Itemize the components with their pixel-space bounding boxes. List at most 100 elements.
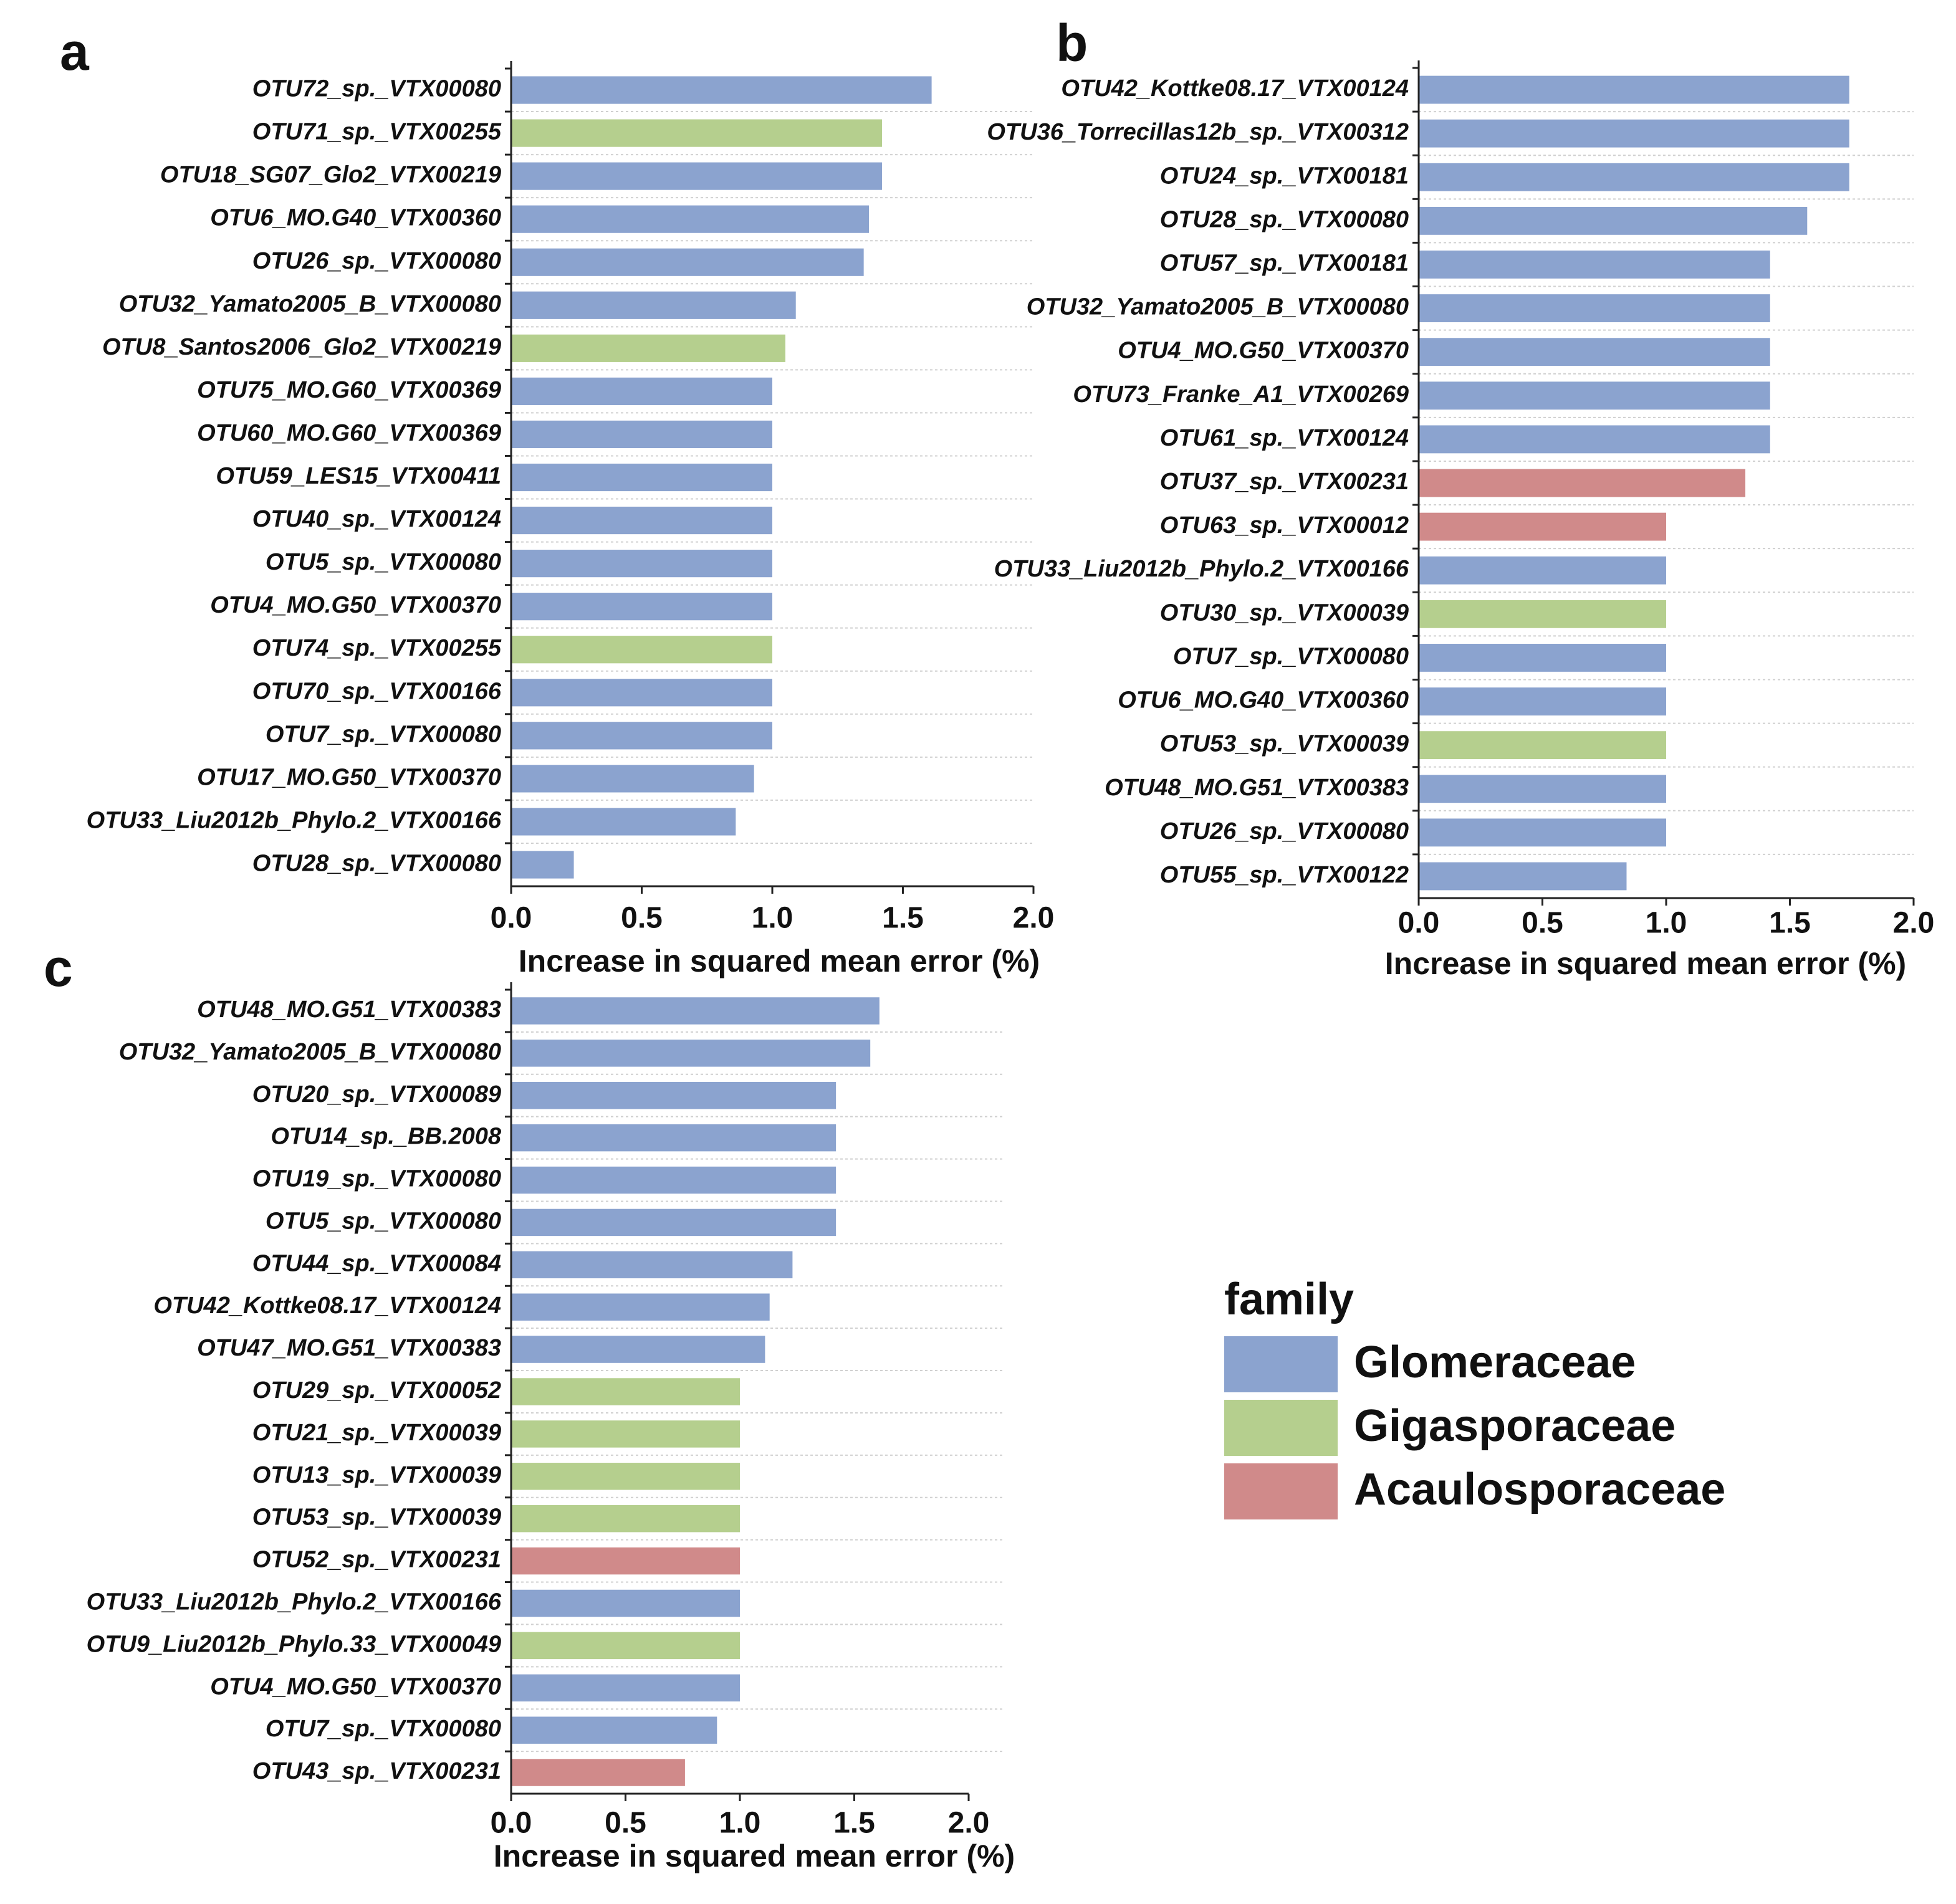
- bar: [511, 1716, 717, 1744]
- y-tick-label: OTU32_Yamato2005_B_VTX00080: [119, 291, 501, 317]
- y-tick-label: OTU53_sp._VTX00039: [1160, 731, 1409, 757]
- x-tick-label: 1.5: [833, 1807, 875, 1840]
- x-tick-label: 1.5: [882, 902, 924, 935]
- bar: [511, 679, 772, 707]
- bar: [1419, 731, 1666, 760]
- x-tick-label: 0.5: [605, 1807, 646, 1840]
- y-tick-label: OTU4_MO.G50_VTX00370: [210, 592, 501, 618]
- y-tick-label: OTU14_sp._BB.2008: [271, 1124, 501, 1150]
- x-axis-label: Increase in squared mean error (%): [1385, 946, 1906, 981]
- y-tick-label: OTU18_SG07_Glo2_VTX00219: [160, 162, 501, 188]
- bar: [1419, 338, 1770, 366]
- bar: [511, 765, 754, 793]
- bar: [1419, 556, 1666, 585]
- y-tick-label: OTU8_Santos2006_Glo2_VTX00219: [102, 334, 501, 360]
- y-tick-label: OTU53_sp._VTX00039: [252, 1505, 501, 1531]
- bar: [1419, 251, 1770, 279]
- bar: [511, 1124, 837, 1152]
- y-tick-label: OTU32_Yamato2005_B_VTX00080: [119, 1039, 501, 1065]
- bar: [1419, 775, 1666, 803]
- y-tick-label: OTU24_sp._VTX00181: [1160, 163, 1409, 189]
- bar: [511, 1293, 770, 1321]
- y-tick-label: OTU33_Liu2012b_Phylo.2_VTX00166: [994, 556, 1409, 582]
- bar: [511, 1082, 837, 1109]
- bar: [511, 550, 772, 578]
- y-tick-label: OTU29_sp._VTX00052: [252, 1377, 501, 1404]
- bar: [511, 76, 932, 104]
- y-tick-label: OTU74_sp._VTX00255: [252, 635, 502, 661]
- bar: [511, 506, 772, 535]
- y-tick-label: OTU60_MO.G60_VTX00369: [197, 420, 501, 446]
- bar: [511, 1208, 837, 1237]
- y-tick-label: OTU7_sp._VTX00080: [266, 721, 501, 747]
- y-tick-label: OTU72_sp._VTX00080: [252, 76, 501, 102]
- x-tick-label: 2.0: [1893, 907, 1935, 940]
- bar: [511, 1632, 740, 1660]
- panel-label: b: [1056, 14, 1088, 72]
- y-tick-label: OTU71_sp._VTX00255: [252, 119, 502, 145]
- legend-swatch: [1224, 1400, 1338, 1456]
- y-tick-label: OTU44_sp._VTX00084: [252, 1250, 501, 1276]
- x-tick-label: 1.0: [752, 902, 793, 935]
- x-tick-label: 0.0: [491, 902, 532, 935]
- y-tick-label: OTU36_Torrecillas12b_sp._VTX00312: [987, 119, 1409, 145]
- bar: [511, 1040, 871, 1067]
- bar: [1419, 75, 1849, 104]
- y-tick-label: OTU17_MO.G50_VTX00370: [197, 764, 501, 790]
- y-tick-label: OTU40_sp._VTX00124: [252, 506, 501, 532]
- x-axis-label: Increase in squared mean error (%): [519, 944, 1040, 978]
- bar: [511, 463, 772, 492]
- bar: [511, 1166, 837, 1194]
- bar: [511, 1759, 685, 1786]
- bar: [511, 248, 864, 276]
- y-tick-label: OTU42_Kottke08.17_VTX00124: [153, 1293, 501, 1319]
- panel-label: a: [60, 22, 90, 81]
- y-tick-label: OTU6_MO.G40_VTX00360: [210, 205, 501, 231]
- bar: [511, 997, 880, 1025]
- bar: [511, 162, 882, 190]
- bar: [511, 808, 736, 836]
- y-tick-label: OTU47_MO.G51_VTX00383: [197, 1335, 501, 1361]
- bar: [1419, 469, 1746, 497]
- y-tick-label: OTU70_sp._VTX00166: [252, 678, 502, 704]
- y-tick-label: OTU28_sp._VTX00080: [1160, 206, 1409, 232]
- y-tick-label: OTU6_MO.G40_VTX00360: [1118, 687, 1409, 714]
- bar: [1419, 119, 1849, 148]
- bar: [1419, 687, 1666, 715]
- bar: [1419, 163, 1849, 191]
- bar: [511, 851, 574, 879]
- bar: [511, 1547, 740, 1575]
- bar: [511, 1674, 740, 1701]
- y-tick-label: OTU75_MO.G60_VTX00369: [197, 377, 501, 403]
- legend-swatch: [1224, 1463, 1338, 1519]
- y-tick-label: OTU52_sp._VTX00231: [252, 1547, 501, 1573]
- bar: [1419, 381, 1770, 410]
- bar: [1419, 643, 1666, 672]
- legend-label: Gigasporaceae: [1354, 1401, 1676, 1451]
- x-tick-label: 2.0: [1013, 902, 1055, 935]
- y-tick-label: OTU26_sp._VTX00080: [1160, 818, 1409, 844]
- y-tick-label: OTU59_LES15_VTX00411: [216, 463, 501, 489]
- y-tick-label: OTU43_sp._VTX00231: [252, 1758, 501, 1784]
- bar: [511, 1589, 740, 1617]
- x-tick-label: 0.0: [1398, 907, 1440, 940]
- y-tick-label: OTU13_sp._VTX00039: [252, 1462, 501, 1488]
- y-tick-label: OTU26_sp._VTX00080: [252, 248, 501, 274]
- y-tick-label: OTU55_sp._VTX00122: [1160, 862, 1409, 888]
- x-tick-label: 0.5: [621, 902, 663, 935]
- y-tick-label: OTU32_Yamato2005_B_VTX00080: [1027, 294, 1409, 320]
- bar: [511, 593, 772, 621]
- bar: [511, 636, 772, 664]
- y-tick-label: OTU61_sp._VTX00124: [1160, 425, 1409, 451]
- y-tick-label: OTU48_MO.G51_VTX00383: [197, 997, 501, 1023]
- x-tick-label: 1.0: [719, 1807, 761, 1840]
- x-tick-label: 2.0: [948, 1807, 990, 1840]
- legend-title: family: [1224, 1275, 1354, 1324]
- x-axis-label: Increase in squared mean error (%): [494, 1839, 1015, 1873]
- legend-label: Acaulosporaceae: [1354, 1465, 1725, 1514]
- bar: [511, 291, 796, 319]
- y-tick-label: OTU7_sp._VTX00080: [1173, 643, 1409, 669]
- bar: [1419, 600, 1666, 628]
- y-tick-label: OTU4_MO.G50_VTX00370: [1118, 338, 1409, 364]
